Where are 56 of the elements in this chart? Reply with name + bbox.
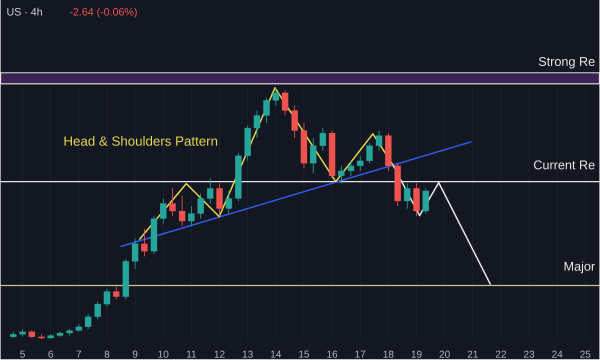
candlestick [263, 97, 270, 124]
candlestick [357, 155, 364, 172]
candlestick [207, 178, 214, 204]
x-tick-label: 10 [158, 350, 168, 358]
x-tick-label: 23 [524, 350, 534, 358]
ref-line-label: Current Re [534, 160, 595, 170]
x-tick-label: 7 [76, 350, 82, 358]
x-tick-label: 17 [355, 350, 366, 358]
x-tick-label: 5 [20, 350, 25, 358]
candlestick [348, 160, 354, 176]
x-tick-label: 19 [412, 350, 422, 358]
x-tick-label: 22 [496, 350, 506, 358]
candlestick [366, 142, 373, 164]
candlestick [132, 238, 138, 270]
x-tick-label: 13 [242, 350, 253, 358]
candlestick [291, 104, 298, 138]
text: -2.64 (-0.06%) [70, 8, 137, 18]
x-tick-label: 16 [327, 350, 338, 358]
x-tick-label: 14 [271, 350, 282, 358]
text: US · 4h [7, 8, 42, 16]
candlestick [376, 130, 382, 152]
x-tick-label: 9 [132, 350, 138, 358]
candlestick [141, 228, 148, 257]
candlestick [197, 192, 204, 219]
candlestick [113, 286, 120, 300]
x-tick-label: 12 [214, 350, 225, 358]
candlestick [282, 90, 288, 116]
candlestick [216, 182, 223, 216]
x-tick-label: 18 [384, 350, 394, 358]
candlestick [169, 188, 176, 216]
x-tick-label: 11 [186, 350, 196, 358]
candlestick [320, 128, 326, 152]
candlestick [226, 190, 232, 214]
candlestick [178, 195, 186, 226]
candlestick [94, 301, 101, 320]
candlestick [272, 87, 280, 106]
x-tick-label: 21 [468, 350, 478, 358]
candlestick [254, 110, 260, 138]
candlestick [104, 288, 110, 307]
candlestick [422, 188, 429, 214]
candlestick [188, 206, 195, 226]
candlestick [404, 182, 410, 209]
candlestick [84, 314, 92, 330]
x-tick-label: 25 [580, 350, 590, 358]
x-tick-label: 6 [48, 350, 54, 358]
x-tick-label: 24 [552, 350, 562, 358]
candlestick [310, 138, 316, 174]
candlestick [413, 182, 420, 216]
band-label: Strong Re [538, 56, 595, 68]
x-tick-label: 15 [299, 350, 310, 358]
ref-line-label: Major [564, 261, 595, 274]
candlestick [338, 165, 345, 184]
annotation: Head & Shoulders Pattern [64, 136, 218, 146]
x-tick-label: 8 [104, 350, 110, 358]
x-tick-label: 20 [440, 350, 450, 358]
candlestick [160, 198, 166, 224]
